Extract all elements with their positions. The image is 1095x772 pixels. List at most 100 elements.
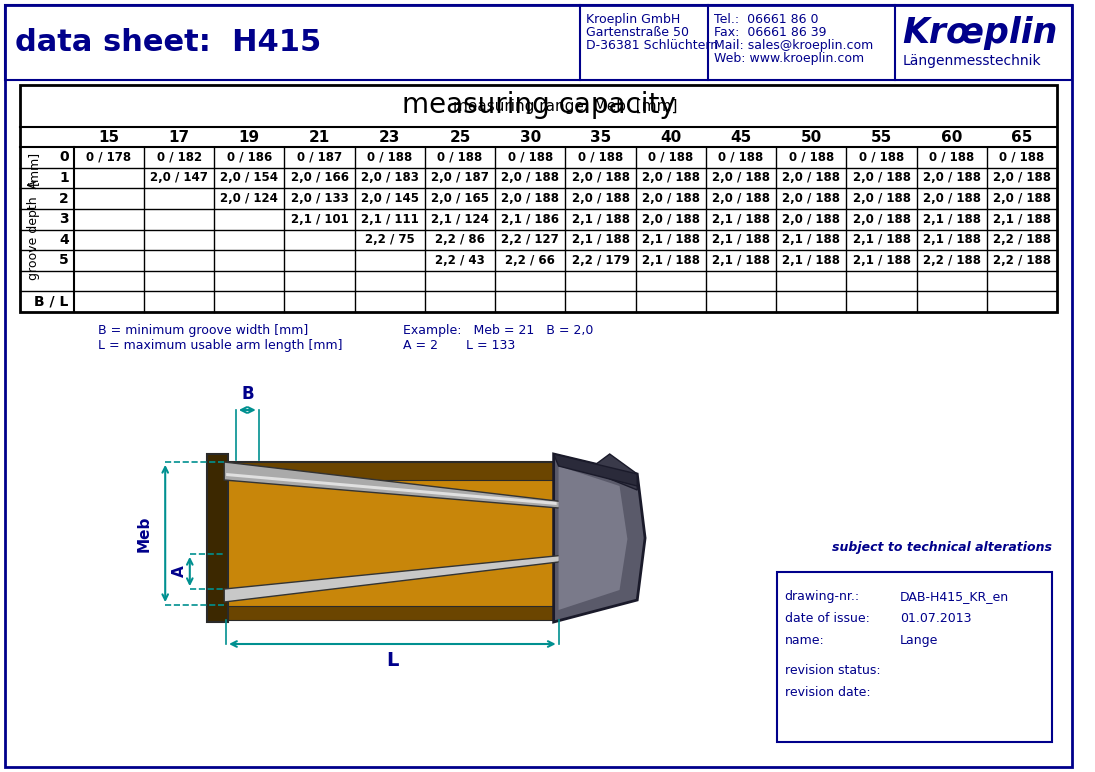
Text: 2,0 / 154: 2,0 / 154 [220,171,278,185]
Text: drawing-nr.:: drawing-nr.: [785,590,860,603]
Text: 2,0 / 188: 2,0 / 188 [853,171,911,185]
Text: 2: 2 [59,191,69,205]
Text: 2,0 / 147: 2,0 / 147 [150,171,208,185]
Bar [20,85,1057,312]
Text: 2,0 / 188: 2,0 / 188 [502,192,560,205]
Text: 2,2 / 179: 2,2 / 179 [572,254,630,267]
Text: Fax:  06661 86 39: Fax: 06661 86 39 [714,26,827,39]
Text: 2,1 / 101: 2,1 / 101 [291,213,348,225]
Text: 2,0 / 188: 2,0 / 188 [923,192,981,205]
Text: 2,0 / 188: 2,0 / 188 [642,213,700,225]
Text: 0 / 188: 0 / 188 [648,151,693,164]
Text: 0: 0 [59,151,69,164]
Text: 2,0 / 188: 2,0 / 188 [782,171,840,185]
Text: Lange: Lange [900,634,938,647]
Text: measuring capacity: measuring capacity [402,91,676,119]
Polygon shape [588,454,637,490]
Text: 30: 30 [520,130,541,144]
Text: 2,1 / 186: 2,1 / 186 [502,213,560,225]
Text: 50: 50 [800,130,822,144]
Text: 2,0 / 165: 2,0 / 165 [431,192,489,205]
Text: 60: 60 [941,130,963,144]
Text: 45: 45 [730,130,751,144]
Text: 2,0 / 145: 2,0 / 145 [361,192,419,205]
Text: 2,0 / 188: 2,0 / 188 [502,171,560,185]
Bar [224,462,558,614]
Text: Krœplin: Krœplin [902,15,1058,49]
Polygon shape [224,555,565,602]
Text: 2,0 / 166: 2,0 / 166 [290,171,348,185]
Text: 0 / 187: 0 / 187 [297,151,342,164]
Text: 01.07.2013: 01.07.2013 [900,612,971,625]
Text: revision status:: revision status: [785,664,880,677]
Text: L: L [387,651,399,669]
Text: 2,1 / 188: 2,1 / 188 [572,233,630,246]
Text: 23: 23 [379,130,401,144]
Text: B = minimum groove width [mm]: B = minimum groove width [mm] [99,324,309,337]
Text: Längenmesstechnik: Längenmesstechnik [902,53,1041,67]
Text: subject to technical alterations: subject to technical alterations [832,541,1052,554]
Polygon shape [558,466,627,610]
Text: 2,1 / 188: 2,1 / 188 [782,254,840,267]
Text: 2,0 / 188: 2,0 / 188 [923,171,981,185]
Text: 2,0 / 133: 2,0 / 133 [291,192,348,205]
Text: B: B [242,385,254,403]
Text: 2,1 / 124: 2,1 / 124 [431,213,489,225]
Text: D-36381 Schlüchtern: D-36381 Schlüchtern [586,39,718,52]
Text: 0 / 188: 0 / 188 [718,151,763,164]
Text: 2,0 / 188: 2,0 / 188 [572,171,630,185]
Text: data sheet:  H415: data sheet: H415 [14,28,321,57]
Text: 2,0 / 188: 2,0 / 188 [993,192,1051,205]
Text: 2,2 / 43: 2,2 / 43 [435,254,485,267]
Text: Meb: Meb [137,516,152,552]
Text: L = maximum usable arm length [mm]: L = maximum usable arm length [mm] [99,339,343,352]
Text: 2,1 / 188: 2,1 / 188 [712,233,770,246]
Text: 2,1 / 188: 2,1 / 188 [712,254,770,267]
Polygon shape [227,473,556,505]
Text: 2,0 / 188: 2,0 / 188 [572,192,630,205]
Text: 2,1 / 188: 2,1 / 188 [993,213,1051,225]
Text: name:: name: [785,634,825,647]
Text: 2,0 / 188: 2,0 / 188 [782,192,840,205]
Text: 0 / 186: 0 / 186 [227,151,272,164]
Bar [224,462,558,480]
Text: 2,0 / 188: 2,0 / 188 [853,213,911,225]
Text: B / L: B / L [34,295,69,309]
Text: 2,0 / 183: 2,0 / 183 [361,171,418,185]
Text: 5: 5 [59,253,69,267]
Text: 2,1 / 188: 2,1 / 188 [712,213,770,225]
Text: 2,1 / 188: 2,1 / 188 [923,213,981,225]
Text: 2,2 / 66: 2,2 / 66 [506,254,555,267]
Text: 25: 25 [449,130,471,144]
Text: 0 / 188: 0 / 188 [578,151,623,164]
Text: 65: 65 [1012,130,1033,144]
Text: 19: 19 [239,130,260,144]
Text: 40: 40 [660,130,681,144]
Text: 2,1 / 188: 2,1 / 188 [853,233,911,246]
Text: Tel.:  06661 86 0: Tel.: 06661 86 0 [714,13,818,26]
Text: 0 / 178: 0 / 178 [87,151,131,164]
Text: 2,2 / 75: 2,2 / 75 [365,233,415,246]
Text: 2,1 / 188: 2,1 / 188 [853,254,911,267]
Text: 2,2 / 86: 2,2 / 86 [435,233,485,246]
Text: [mm]: [mm] [27,151,39,185]
Text: 2,0 / 188: 2,0 / 188 [853,192,911,205]
Text: Web: www.kroeplin.com: Web: www.kroeplin.com [714,52,864,65]
Bar [207,454,228,622]
Text: 0 / 188: 0 / 188 [367,151,413,164]
Text: 0 / 188: 0 / 188 [788,151,834,164]
Text: revision date:: revision date: [785,686,871,699]
Text: groove depth  A: groove depth A [27,179,39,279]
Text: A: A [172,566,186,577]
Text: 2,1 / 188: 2,1 / 188 [642,233,700,246]
Text: 1: 1 [59,171,69,185]
Text: 2,1 / 188: 2,1 / 188 [782,233,840,246]
Text: 35: 35 [590,130,611,144]
Text: 2,0 / 188: 2,0 / 188 [782,213,840,225]
Text: 2,0 / 187: 2,0 / 187 [431,171,489,185]
Text: 2,2 / 127: 2,2 / 127 [502,233,560,246]
Text: 2,1 / 188: 2,1 / 188 [923,233,981,246]
Text: 0 / 188: 0 / 188 [930,151,975,164]
Text: 0 / 188: 0 / 188 [508,151,553,164]
Text: 17: 17 [169,130,189,144]
